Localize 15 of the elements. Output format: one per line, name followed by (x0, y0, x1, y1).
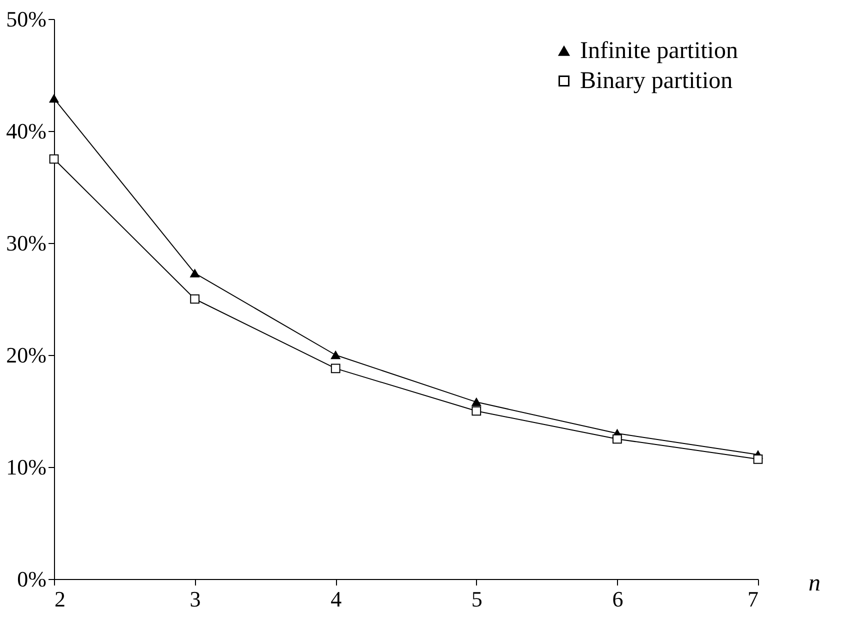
y-tick-label: 20% (6, 342, 46, 368)
x-tick-label: 2 (54, 586, 66, 612)
x-tick-label: 3 (190, 586, 201, 612)
y-tick-label: 0% (17, 566, 46, 592)
y-tick-label: 30% (6, 230, 46, 256)
y-tick-label: 50% (6, 6, 46, 32)
y-tick-label: 10% (6, 454, 46, 480)
legend-label: Binary partition (580, 68, 733, 94)
x-tick-label: 5 (471, 586, 482, 612)
legend-label: Infinite partition (580, 38, 738, 64)
x-axis-title: n (808, 570, 820, 596)
x-tick-label: 7 (748, 586, 758, 612)
x-tick-label: 6 (612, 586, 624, 612)
y-tick-label: 40% (6, 118, 46, 144)
x-tick-label: 4 (330, 586, 342, 612)
